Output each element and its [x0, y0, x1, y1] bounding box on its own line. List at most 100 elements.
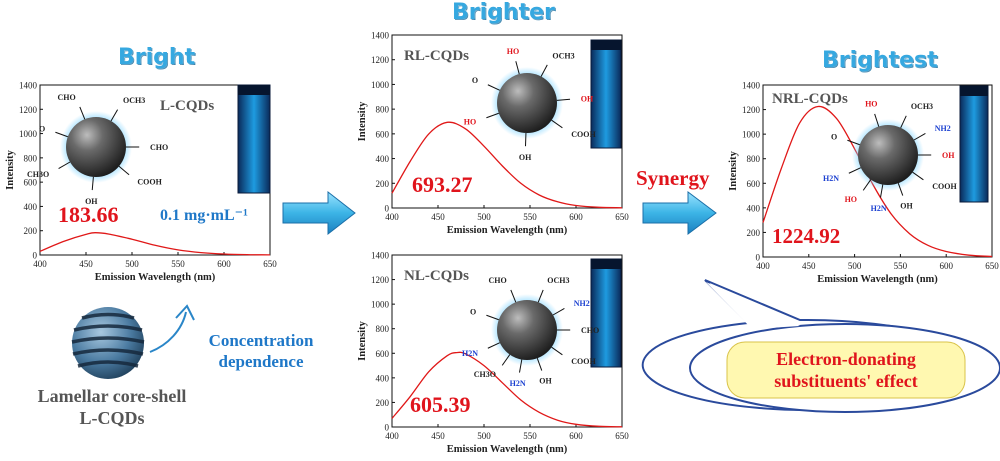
y-tick-label: 1400 — [371, 31, 390, 41]
y-axis-label: Intensity — [728, 150, 739, 190]
y-tick-label: 600 — [376, 349, 390, 359]
y-tick-label: 800 — [376, 324, 390, 334]
x-tick-label: 650 — [615, 431, 629, 441]
bond — [515, 61, 520, 75]
chart-RL-CQDs: 0 200 400 600 800 1000 1200 1400 400 450 500 550 600… — [357, 31, 629, 237]
concentration-line1: Concentration — [208, 331, 314, 350]
x-tick-label: 550 — [171, 259, 185, 269]
y-axis-label: Intensity — [357, 320, 368, 360]
bond — [536, 358, 543, 371]
x-tick-label: 600 — [217, 259, 231, 269]
lamellar-sphere — [71, 307, 145, 379]
bond — [487, 342, 501, 349]
substituent-label: OCH3 — [911, 102, 933, 111]
y-tick-label: 1000 — [19, 129, 38, 139]
chart-L-CQDs: 0 200 400 600 800 1000 1200 1400 400 450 500 550 600… — [5, 81, 277, 284]
x-tick-label: 400 — [385, 431, 399, 441]
substituent-label: OH — [581, 94, 594, 103]
y-tick-label: 1200 — [371, 55, 390, 65]
x-tick-label: 450 — [802, 261, 816, 271]
bond — [118, 165, 130, 176]
bond — [874, 113, 880, 127]
bond — [110, 109, 119, 122]
x-tick-label: 450 — [431, 212, 445, 222]
bond — [897, 183, 904, 196]
lamellar-caption: Lamellar core-shell L-CQDs — [12, 385, 212, 429]
chart-NRL-CQDs: 0 200 400 600 800 1000 1200 1400 400 450 500 550 600… — [728, 81, 999, 286]
vial — [237, 84, 271, 194]
bond — [79, 106, 86, 120]
x-tick-label: 500 — [477, 431, 491, 441]
speech-bubble — [641, 279, 1000, 413]
substituent-label: COOH — [571, 357, 596, 366]
y-tick-label: 0 — [385, 204, 390, 214]
bond — [880, 184, 884, 198]
y-tick-label: 1200 — [19, 105, 38, 115]
heading-brightest: Brightest — [822, 48, 938, 73]
peak-value: 693.27 — [412, 172, 473, 197]
substituent-label: O — [470, 308, 476, 317]
vial-cap — [960, 86, 988, 96]
bond — [552, 307, 565, 316]
y-tick-label: 800 — [747, 154, 761, 164]
series-line — [391, 121, 623, 209]
y-tick-label: 1200 — [371, 275, 390, 285]
bond — [848, 167, 862, 174]
vial — [590, 39, 622, 149]
x-tick-label: 400 — [756, 261, 770, 271]
x-tick-label: 500 — [477, 212, 491, 222]
substituent-label: O — [831, 133, 837, 142]
sample-name: L-CQDs — [160, 98, 214, 114]
bond — [556, 98, 571, 101]
y-tick-label: 400 — [747, 203, 761, 213]
lamellar-line2: L-CQDs — [79, 408, 145, 428]
substituent-label: CHO — [58, 93, 76, 102]
bond — [900, 115, 907, 129]
x-axis-label: Emission Wavelength (nm) — [447, 225, 568, 236]
bond — [55, 131, 68, 138]
y-tick-label: 1000 — [371, 80, 390, 90]
substituent-label: COOH — [932, 182, 957, 191]
sample-name: NRL-CQDs — [772, 91, 848, 107]
y-tick-label: 1000 — [371, 300, 390, 310]
y-tick-label: 800 — [24, 153, 38, 163]
y-tick-label: 400 — [376, 154, 390, 164]
arrow-right-2 — [642, 191, 717, 235]
substituent-label: COOH — [571, 130, 596, 139]
substituent-label: H2N — [510, 379, 526, 388]
concentration-value: 0.1 mg·mL⁻¹ — [160, 207, 248, 224]
vial-cap — [591, 259, 621, 269]
bond — [58, 161, 71, 170]
bond — [551, 119, 563, 129]
lamellar-line1: Lamellar core-shell — [37, 386, 187, 406]
y-tick-label: 1400 — [371, 251, 390, 261]
y-tick-label: 200 — [376, 398, 390, 408]
bond — [519, 359, 523, 373]
y-tick-label: 200 — [24, 226, 38, 236]
y-tick-label: 0 — [385, 423, 390, 433]
x-tick-label: 450 — [79, 259, 93, 269]
bond — [486, 314, 499, 321]
substituent-label: O — [472, 76, 478, 85]
substituent-label: COOH — [137, 178, 162, 187]
series-line — [39, 232, 271, 256]
y-tick-label: 1000 — [742, 130, 761, 140]
x-tick-label: 400 — [33, 259, 47, 269]
bond — [91, 176, 94, 191]
x-tick-label: 600 — [569, 212, 583, 222]
x-tick-label: 400 — [385, 212, 399, 222]
peak-value: 1224.92 — [772, 224, 840, 248]
y-tick-label: 200 — [747, 228, 761, 238]
bond — [912, 171, 924, 181]
substituent-label: CH3O — [474, 370, 496, 379]
substituent-label: OH — [900, 202, 913, 211]
cqd-sphere — [66, 117, 126, 177]
y-tick-label: 400 — [376, 373, 390, 383]
y-tick-label: 0 — [756, 253, 761, 263]
y-axis-label: Intensity — [5, 149, 16, 189]
y-tick-label: 200 — [376, 179, 390, 189]
curved-arrow — [149, 304, 195, 353]
substituent-label: HO — [865, 100, 877, 109]
bubble-line1: Electron-donating — [776, 349, 916, 369]
